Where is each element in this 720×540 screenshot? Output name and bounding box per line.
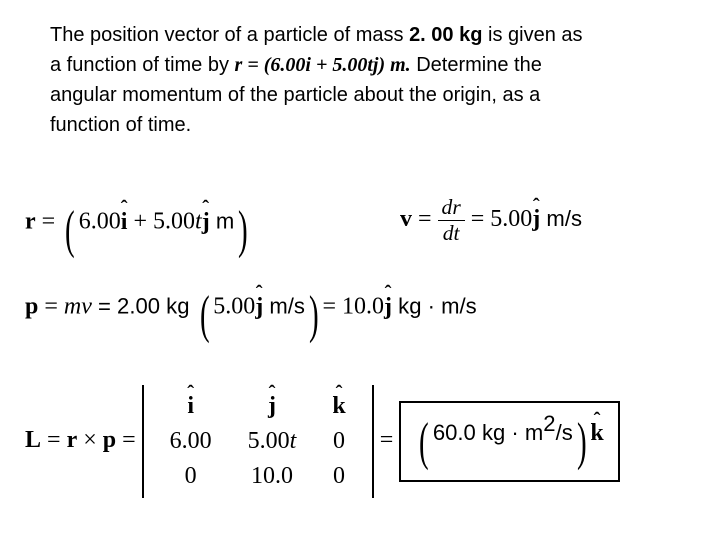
inline-position-eq: r = (6.00i + 5.00tj) m. [235,54,411,76]
j-hat-icon: j [532,206,540,233]
velocity-equation: v = drdt = 5.00j m/s [400,195,582,246]
text: The position vector of a particle of mas… [50,24,409,46]
final-answer-box: (60.0 kg · m2/s)k [399,401,619,481]
text: angular momentum of the particle about t… [50,84,540,106]
j-hat-icon: j [255,294,263,321]
i-hat-icon: i [187,393,194,420]
i-hat-icon: i [121,209,128,236]
k-hat-icon: k [332,393,345,420]
k-hat-icon: k [590,420,603,447]
p-symbol: p [25,294,38,320]
v-symbol: v [400,206,412,232]
j-hat-icon: j [384,294,392,321]
r-symbol: r [25,209,36,235]
L-symbol: L [25,427,41,453]
angular-momentum-equation: L = r × p = i j k 6.00 5.00t 0 0 10.0 0 … [25,385,620,498]
problem-statement: The position vector of a particle of mas… [50,20,690,140]
position-vector-equation: r = (6.00i + 5.00tj m) [25,200,252,260]
text: a function of time by [50,54,235,76]
text: Determine the [411,54,542,76]
text: is given as [482,24,582,46]
text: function of time. [50,114,191,136]
determinant: i j k 6.00 5.00t 0 0 10.0 0 [142,385,374,498]
momentum-equation: p = mv = 2.00 kg (5.00j m/s)= 10.0j kg ·… [25,285,477,345]
j-hat-icon: j [202,209,210,236]
mass-value: 2. 00 kg [409,24,482,46]
j-hat-icon: j [268,393,276,420]
